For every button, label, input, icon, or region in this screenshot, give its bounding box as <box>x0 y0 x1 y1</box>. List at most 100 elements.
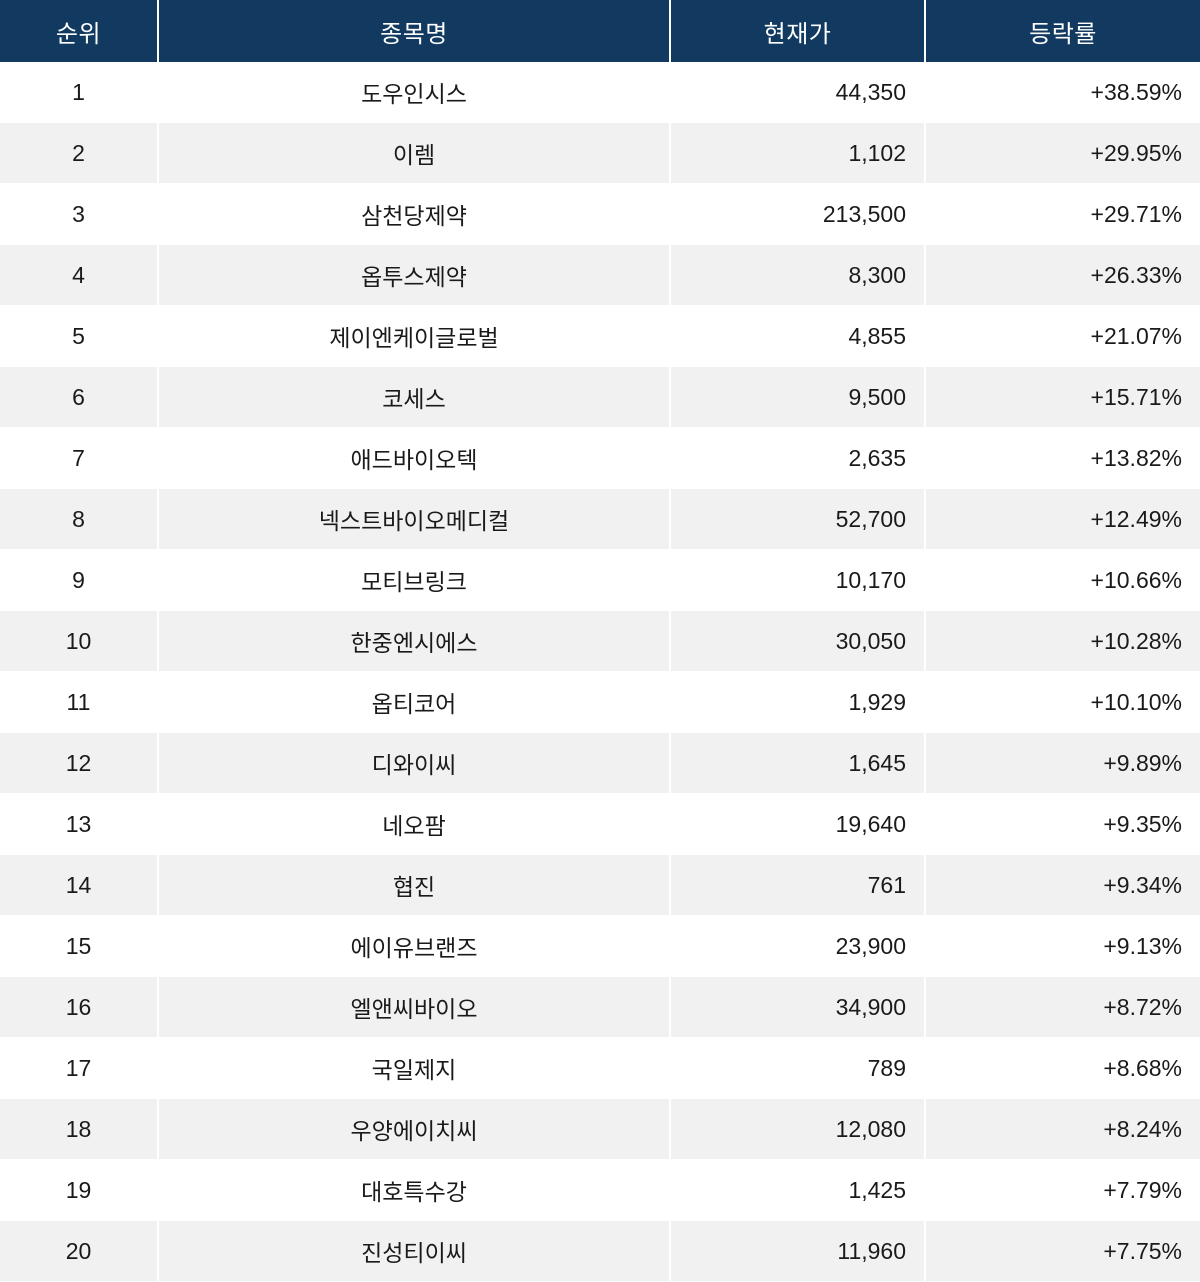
cell-stock-name[interactable]: 우양에이치씨 <box>158 1098 671 1160</box>
cell-rank: 20 <box>0 1220 159 1282</box>
cell-change-rate: +15.71% <box>925 366 1200 428</box>
cell-current-price: 19,640 <box>670 793 926 855</box>
cell-rank: 5 <box>0 305 159 367</box>
table-header-row: 순위 종목명 현재가 등락률 <box>0 0 1200 62</box>
cell-rank: 1 <box>0 62 159 123</box>
cell-change-rate: +10.28% <box>925 610 1200 672</box>
cell-stock-name[interactable]: 대호특수강 <box>158 1159 671 1221</box>
table-row[interactable]: 4 옵투스제약 8,300 +26.33% <box>0 244 1200 306</box>
cell-change-rate: +10.66% <box>925 549 1200 611</box>
column-header-name[interactable]: 종목명 <box>158 0 671 62</box>
cell-current-price: 1,102 <box>670 122 926 184</box>
cell-rank: 9 <box>0 549 159 611</box>
cell-stock-name[interactable]: 진성티이씨 <box>158 1220 671 1282</box>
cell-stock-name[interactable]: 넥스트바이오메디컬 <box>158 488 671 550</box>
cell-change-rate: +10.10% <box>925 671 1200 733</box>
cell-change-rate: +9.35% <box>925 793 1200 855</box>
cell-current-price: 34,900 <box>670 976 926 1038</box>
table-row[interactable]: 12 디와이씨 1,645 +9.89% <box>0 732 1200 794</box>
cell-stock-name[interactable]: 애드바이오텍 <box>158 427 671 489</box>
table-row[interactable]: 16 엘앤씨바이오 34,900 +8.72% <box>0 976 1200 1038</box>
cell-stock-name[interactable]: 에이유브랜즈 <box>158 915 671 977</box>
table-row[interactable]: 20 진성티이씨 11,960 +7.75% <box>0 1220 1200 1282</box>
cell-rank: 16 <box>0 976 159 1038</box>
column-header-rank[interactable]: 순위 <box>0 0 159 62</box>
cell-rank: 18 <box>0 1098 159 1160</box>
cell-current-price: 44,350 <box>670 62 926 123</box>
cell-change-rate: +8.24% <box>925 1098 1200 1160</box>
table-row[interactable]: 9 모티브링크 10,170 +10.66% <box>0 549 1200 611</box>
table-row[interactable]: 10 한중엔시에스 30,050 +10.28% <box>0 610 1200 672</box>
cell-current-price: 1,929 <box>670 671 926 733</box>
cell-rank: 19 <box>0 1159 159 1221</box>
cell-stock-name[interactable]: 코세스 <box>158 366 671 428</box>
cell-current-price: 12,080 <box>670 1098 926 1160</box>
cell-stock-name[interactable]: 삼천당제약 <box>158 183 671 245</box>
cell-rank: 17 <box>0 1037 159 1099</box>
cell-stock-name[interactable]: 옵투스제약 <box>158 244 671 306</box>
cell-stock-name[interactable]: 이렘 <box>158 122 671 184</box>
cell-stock-name[interactable]: 제이엔케이글로벌 <box>158 305 671 367</box>
cell-change-rate: +26.33% <box>925 244 1200 306</box>
cell-change-rate: +9.34% <box>925 854 1200 916</box>
table-row[interactable]: 13 네오팜 19,640 +9.35% <box>0 793 1200 855</box>
cell-rank: 10 <box>0 610 159 672</box>
cell-stock-name[interactable]: 모티브링크 <box>158 549 671 611</box>
cell-current-price: 23,900 <box>670 915 926 977</box>
cell-stock-name[interactable]: 엘앤씨바이오 <box>158 976 671 1038</box>
cell-current-price: 30,050 <box>670 610 926 672</box>
cell-stock-name[interactable]: 협진 <box>158 854 671 916</box>
cell-change-rate: +29.95% <box>925 122 1200 184</box>
table-body: 1 도우인시스 44,350 +38.59% 2 이렘 1,102 +29.95% 3 삼천당제약… <box>0 62 1200 1282</box>
cell-change-rate: +29.71% <box>925 183 1200 245</box>
cell-current-price: 4,855 <box>670 305 926 367</box>
cell-current-price: 2,635 <box>670 427 926 489</box>
cell-change-rate: +13.82% <box>925 427 1200 489</box>
column-header-change[interactable]: 등락률 <box>925 0 1200 62</box>
cell-change-rate: +9.89% <box>925 732 1200 794</box>
table-row[interactable]: 15 에이유브랜즈 23,900 +9.13% <box>0 915 1200 977</box>
table-row[interactable]: 5 제이엔케이글로벌 4,855 +21.07% <box>0 305 1200 367</box>
cell-rank: 11 <box>0 671 159 733</box>
cell-rank: 7 <box>0 427 159 489</box>
cell-rank: 6 <box>0 366 159 428</box>
cell-change-rate: +21.07% <box>925 305 1200 367</box>
table-row[interactable]: 3 삼천당제약 213,500 +29.71% <box>0 183 1200 245</box>
table-row[interactable]: 2 이렘 1,102 +29.95% <box>0 122 1200 184</box>
cell-current-price: 11,960 <box>670 1220 926 1282</box>
table-row[interactable]: 14 협진 761 +9.34% <box>0 854 1200 916</box>
cell-rank: 4 <box>0 244 159 306</box>
table-row[interactable]: 11 옵티코어 1,929 +10.10% <box>0 671 1200 733</box>
cell-rank: 15 <box>0 915 159 977</box>
table-row[interactable]: 8 넥스트바이오메디컬 52,700 +12.49% <box>0 488 1200 550</box>
cell-change-rate: +38.59% <box>925 62 1200 123</box>
cell-stock-name[interactable]: 국일제지 <box>158 1037 671 1099</box>
cell-current-price: 213,500 <box>670 183 926 245</box>
table-row[interactable]: 19 대호특수강 1,425 +7.79% <box>0 1159 1200 1221</box>
cell-change-rate: +8.68% <box>925 1037 1200 1099</box>
table-row[interactable]: 17 국일제지 789 +8.68% <box>0 1037 1200 1099</box>
column-header-price[interactable]: 현재가 <box>670 0 926 62</box>
cell-change-rate: +7.79% <box>925 1159 1200 1221</box>
cell-current-price: 1,425 <box>670 1159 926 1221</box>
cell-stock-name[interactable]: 디와이씨 <box>158 732 671 794</box>
cell-stock-name[interactable]: 네오팜 <box>158 793 671 855</box>
table-row[interactable]: 7 애드바이오텍 2,635 +13.82% <box>0 427 1200 489</box>
cell-stock-name[interactable]: 옵티코어 <box>158 671 671 733</box>
cell-change-rate: +8.72% <box>925 976 1200 1038</box>
cell-stock-name[interactable]: 한중엔시에스 <box>158 610 671 672</box>
table-row[interactable]: 1 도우인시스 44,350 +38.59% <box>0 62 1200 123</box>
cell-stock-name[interactable]: 도우인시스 <box>158 62 671 123</box>
cell-current-price: 789 <box>670 1037 926 1099</box>
cell-rank: 3 <box>0 183 159 245</box>
cell-change-rate: +9.13% <box>925 915 1200 977</box>
cell-current-price: 1,645 <box>670 732 926 794</box>
table-row[interactable]: 6 코세스 9,500 +15.71% <box>0 366 1200 428</box>
cell-rank: 12 <box>0 732 159 794</box>
cell-current-price: 9,500 <box>670 366 926 428</box>
cell-current-price: 10,170 <box>670 549 926 611</box>
table-row[interactable]: 18 우양에이치씨 12,080 +8.24% <box>0 1098 1200 1160</box>
table-header: 순위 종목명 현재가 등락률 <box>0 0 1200 62</box>
cell-rank: 13 <box>0 793 159 855</box>
